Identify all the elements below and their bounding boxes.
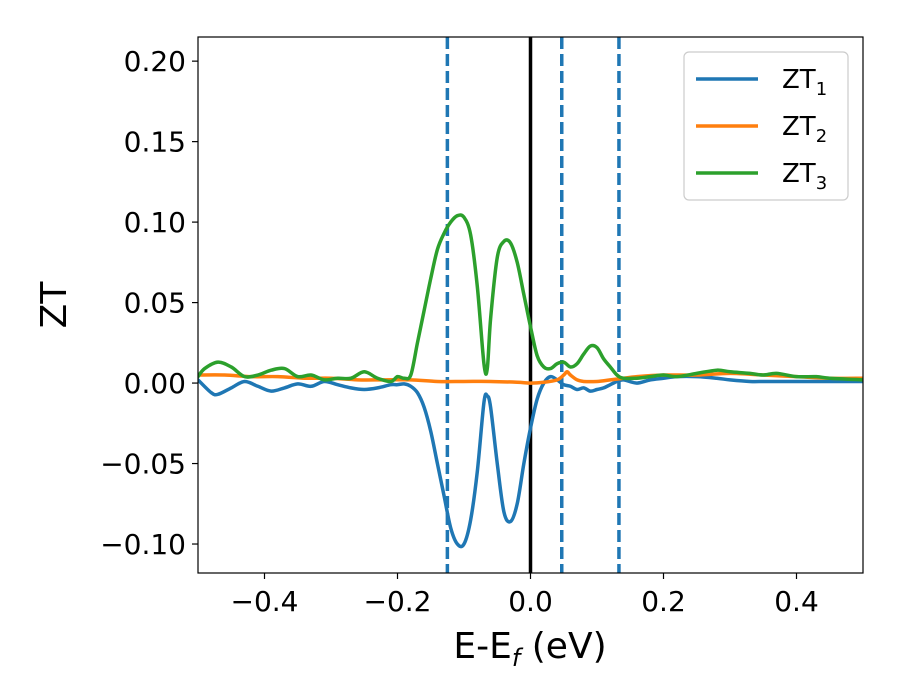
y-tick-label: 0.15 [124, 126, 186, 159]
x-tick-label: −0.2 [364, 585, 432, 618]
series-line-zt1 [198, 374, 863, 549]
y-axis-title: ZT [34, 281, 75, 329]
y-tick-label: 0.05 [124, 287, 186, 320]
x-tick-label: 0.0 [508, 585, 553, 618]
series-line-zt3 [198, 213, 863, 384]
x-axis-title: E-Ef (eV) [453, 626, 606, 672]
legend[interactable]: ZT1 ZT2 ZT3 [683, 51, 849, 201]
y-tick-label: 0.20 [124, 45, 186, 78]
x-tick-label: 0.4 [774, 585, 819, 618]
legend-label-zt1: ZT1 [782, 65, 827, 100]
y-tick-label: −0.10 [100, 528, 186, 561]
legend-label-zt3: ZT3 [782, 159, 827, 194]
y-tick-label: −0.05 [100, 448, 186, 481]
x-axis-ticks: −0.4 −0.2 0.0 0.2 0.4 [231, 573, 819, 618]
y-tick-label: 0.10 [124, 206, 186, 239]
x-tick-label: 0.2 [641, 585, 686, 618]
y-tick-label: 0.00 [124, 367, 186, 400]
legend-label-zt2: ZT2 [782, 112, 827, 147]
reference-lines [445, 37, 621, 573]
y-axis-ticks: −0.10 −0.05 0.00 0.05 0.10 0.15 0.20 [100, 45, 198, 561]
series-lines [198, 213, 863, 549]
x-tick-label: −0.4 [231, 585, 299, 618]
legend-box [683, 51, 849, 201]
legend-entries: ZT1 ZT2 ZT3 [696, 65, 827, 194]
